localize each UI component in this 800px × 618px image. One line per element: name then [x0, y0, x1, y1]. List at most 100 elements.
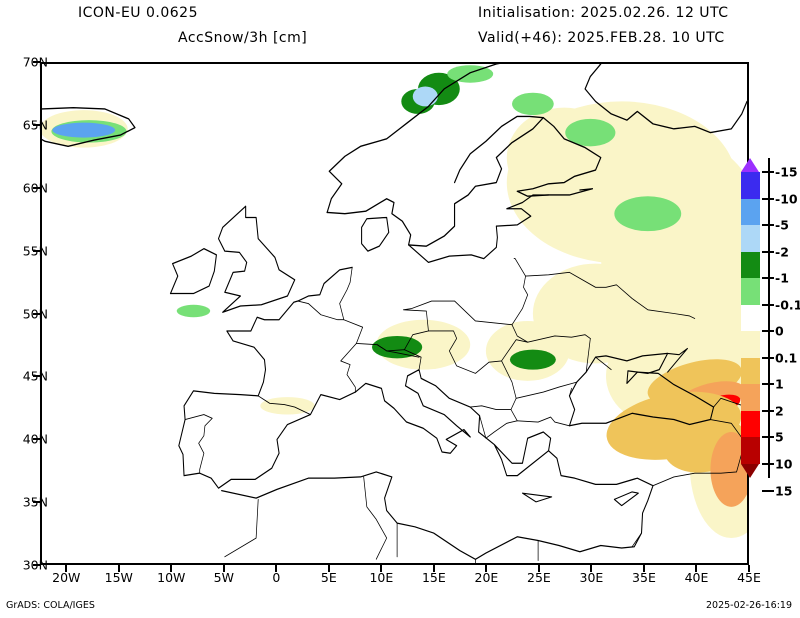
colorbar-tick-label: -15 [775, 164, 798, 180]
border-path [339, 266, 422, 371]
border-path [184, 414, 213, 474]
border-path [376, 344, 420, 358]
colorbar-tick-label: -5 [775, 217, 789, 233]
precip-field-patch [512, 92, 554, 116]
border-path [585, 338, 591, 373]
colorbar-swatch [741, 198, 760, 226]
colorbar-swatch [741, 357, 760, 385]
colorbar-tick-label: -1 [775, 270, 789, 286]
chart-header: ICON-EU 0.0625 AccSnow/3h [cm] Initialis… [0, 0, 800, 52]
border-path [511, 324, 529, 343]
border-path [297, 300, 345, 321]
y-axis-tick [33, 249, 40, 252]
colorbar-swatch [741, 384, 760, 411]
x-axis-label: 10W [157, 570, 186, 585]
x-axis-label: 20E [474, 570, 499, 585]
border-path [363, 476, 388, 560]
border-path [469, 405, 512, 410]
colorbar-tick [762, 463, 774, 465]
precip-field-patch [412, 86, 438, 107]
x-axis-tick [695, 565, 698, 572]
y-axis-tick [33, 312, 40, 315]
border-path [525, 271, 696, 319]
border-path [569, 387, 572, 397]
colorbar-swatch [741, 172, 760, 199]
field-title: AccSnow/3h [cm] [178, 30, 308, 46]
colorbar-top-arrow-icon [741, 158, 759, 172]
precip-field-patch [176, 304, 211, 318]
colorbar: -15 -10 -5 -2 -1 -0.1 0 0.1 1 2 5 10 15 [741, 158, 800, 498]
colorbar-tick [762, 277, 774, 280]
border-path [217, 205, 296, 313]
border-path [178, 266, 356, 489]
colorbar-axis-line [768, 158, 770, 478]
border-path [169, 248, 217, 295]
border-path [326, 115, 544, 247]
x-axis-label: 35E [632, 570, 656, 585]
border-path [403, 258, 529, 332]
x-axis-label: 5W [213, 570, 234, 585]
border-path [516, 116, 602, 197]
colorbar-tick-label: 0 [775, 323, 784, 339]
border-path [568, 352, 715, 427]
colorbar-tick-label: 15 [775, 483, 793, 499]
x-axis-tick [65, 565, 68, 572]
precip-field-patch [710, 432, 747, 507]
precip-field-patch [565, 118, 616, 147]
border-path [361, 216, 390, 252]
border-path [631, 532, 642, 548]
x-axis-label: 25E [527, 570, 551, 585]
x-axis-tick [327, 565, 330, 572]
colorbar-bottom-arrow-icon [741, 464, 759, 478]
x-axis-tick [275, 565, 278, 572]
x-axis-label: 10E [369, 570, 394, 585]
border-path [257, 395, 311, 415]
x-axis-tick [222, 565, 225, 572]
valid-time: Valid(+46): 2025.FEB.28. 10 UTC [478, 30, 725, 46]
colorbar-tick-label: 2 [775, 403, 784, 419]
border-path [404, 330, 591, 374]
colorbar-tick [762, 224, 774, 227]
border-path [224, 498, 259, 558]
model-title: ICON-EU 0.0625 [78, 5, 198, 21]
initialisation-time: Initialisation: 2025.02.26. 12 UTC [478, 5, 729, 21]
border-path [713, 397, 747, 408]
x-axis-label: 45E [737, 570, 761, 585]
colorbar-swatch [741, 304, 760, 332]
x-axis-tick [170, 565, 173, 572]
colorbar-tick-label: 1 [775, 376, 784, 392]
y-axis-tick [33, 186, 40, 189]
border-path [326, 64, 747, 214]
colorbar-tick [762, 383, 774, 386]
x-axis-tick [485, 565, 488, 572]
colorbar-tick-label: -10 [775, 191, 798, 207]
border-path [521, 492, 553, 503]
border-path [516, 416, 570, 427]
colorbar-tick [762, 356, 774, 359]
precip-field-patch [372, 335, 423, 359]
colorbar-tick-label: -2 [775, 244, 789, 260]
x-axis-tick [432, 565, 435, 572]
colorbar-swatch [741, 410, 760, 438]
border-path [613, 491, 639, 507]
colorbar-tick [762, 250, 774, 253]
border-path [667, 347, 688, 373]
border-path [515, 381, 578, 399]
border-path [340, 343, 357, 393]
colorbar-tick-label: 10 [775, 456, 793, 472]
border-path [221, 450, 654, 560]
x-axis-tick [380, 565, 383, 572]
x-axis-tick [748, 565, 750, 572]
colorbar-swatch [741, 331, 760, 358]
precip-field-patch [509, 349, 556, 370]
colorbar-tick [762, 436, 774, 439]
border-path [595, 356, 612, 371]
footer-credit: GrADS: COLA/IGES [6, 600, 95, 611]
x-axis-tick [117, 565, 120, 572]
colorbar-tick [762, 197, 774, 200]
y-axis-tick [33, 438, 40, 441]
x-axis-label: 40E [684, 570, 709, 585]
colorbar-tick-label: 0.1 [775, 350, 798, 366]
x-axis-tick [642, 565, 645, 572]
colorbar-swatches [741, 172, 760, 464]
